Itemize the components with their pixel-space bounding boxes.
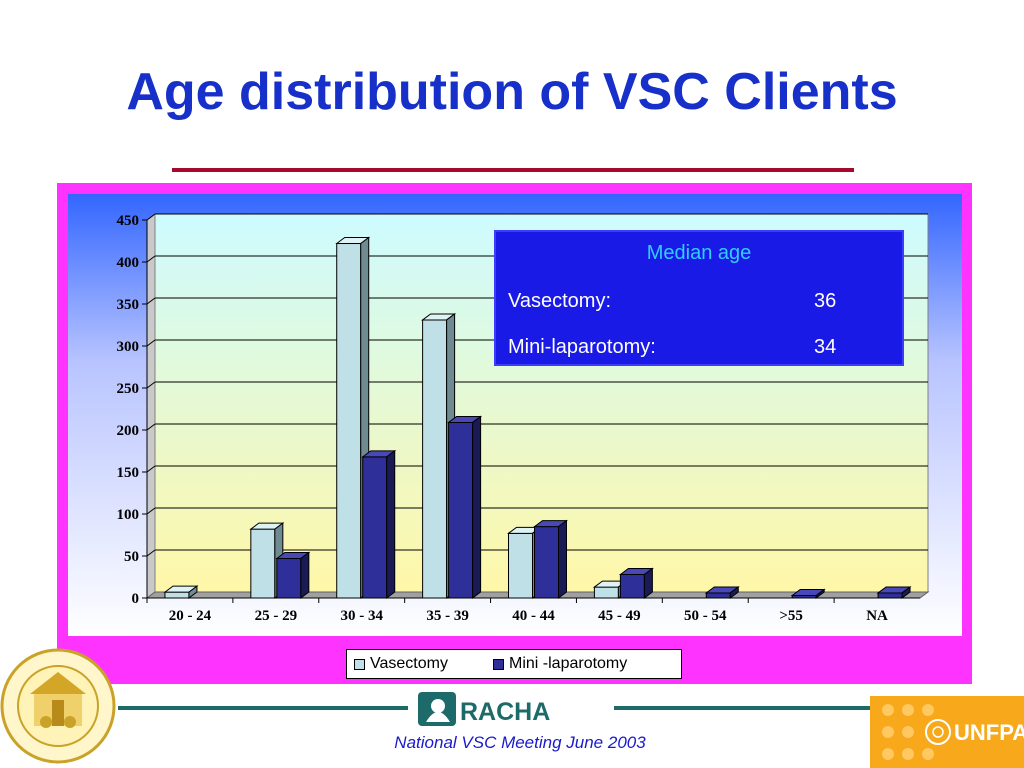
gridline-side xyxy=(146,549,156,557)
median-row-mini-laparotomy: Mini-laparotomy: 34 xyxy=(508,336,894,362)
legend-label: Mini -laparotomy xyxy=(509,655,628,672)
bar-front xyxy=(877,592,903,599)
bar-side xyxy=(300,551,310,599)
unfpa-text: UNFPA xyxy=(954,720,1024,745)
median-label: Vasectomy: xyxy=(508,290,611,312)
median-label: Mini-laparotomy: xyxy=(508,336,656,358)
x-tick-label: 20 - 24 xyxy=(169,608,212,624)
x-tick-label: 45 - 49 xyxy=(598,608,641,624)
bar-side xyxy=(901,585,911,599)
x-tick-label: 25 - 29 xyxy=(255,608,298,624)
y-tick-label: 300 xyxy=(117,339,140,355)
y-tick-label: 50 xyxy=(124,549,139,565)
legend-swatch xyxy=(354,659,365,670)
bar-front xyxy=(593,586,619,599)
seal-logo-icon xyxy=(0,648,116,764)
x-tick-label: 50 - 54 xyxy=(684,608,727,624)
bar-mini-laparotomy xyxy=(876,585,912,599)
gridline-side xyxy=(146,381,156,389)
x-tick-label: 40 - 44 xyxy=(512,608,555,624)
y-tick-label: 450 xyxy=(117,213,140,229)
bar-front xyxy=(250,528,276,599)
bar-mini-laparotomy xyxy=(447,415,483,599)
bar-mini-laparotomy xyxy=(704,585,740,599)
title-rule xyxy=(172,168,854,172)
median-age-box: Median age Vasectomy: 36 Mini-laparotomy… xyxy=(494,230,904,366)
unfpa-logo-icon: UNFPA xyxy=(870,696,1024,768)
racha-logo-icon: RACHA xyxy=(418,692,550,726)
gridline-side xyxy=(146,507,156,515)
bar-front xyxy=(362,456,388,599)
bar-mini-laparotomy xyxy=(275,551,311,599)
plot-side-wall xyxy=(146,213,156,599)
bar-vasectomy xyxy=(163,585,199,599)
bar-front xyxy=(276,558,302,599)
bar-mini-laparotomy xyxy=(533,519,568,599)
bar-front xyxy=(705,592,731,599)
gridline-side xyxy=(146,297,156,305)
bar-side xyxy=(472,415,482,599)
legend-label: Vasectomy xyxy=(370,655,448,672)
y-tick-label: 0 xyxy=(132,591,140,607)
chart-legend: Vasectomy Mini -laparotomy xyxy=(346,649,682,679)
median-row-vasectomy: Vasectomy: 36 xyxy=(508,290,894,316)
bar-side xyxy=(558,519,567,599)
bar-side xyxy=(386,449,396,599)
bar-side xyxy=(729,585,739,599)
y-tick-label: 350 xyxy=(117,297,140,313)
gridline-side xyxy=(146,465,156,473)
y-tick-label: 200 xyxy=(117,423,140,439)
gridline-side xyxy=(146,213,156,221)
gridline-side xyxy=(146,423,156,431)
slide-title: Age distribution of VSC Clients xyxy=(126,63,898,121)
y-tick-label: 250 xyxy=(117,381,140,397)
x-tick-label: 35 - 39 xyxy=(426,608,469,624)
median-value: 36 xyxy=(814,290,837,312)
median-age-title: Median age xyxy=(646,242,752,264)
bar-front xyxy=(422,319,448,599)
y-tick-label: 400 xyxy=(117,255,140,271)
y-tick-label: 150 xyxy=(117,465,140,481)
gridline-side xyxy=(146,255,156,263)
x-tick-label: NA xyxy=(866,608,888,624)
bar-front xyxy=(448,421,474,599)
median-value: 34 xyxy=(814,336,837,358)
x-tick-label: >55 xyxy=(779,608,803,624)
footer-text: National VSC Meeting June 2003 xyxy=(394,733,646,752)
racha-text: RACHA xyxy=(460,698,550,726)
bar-front xyxy=(619,573,645,599)
y-tick-label: 100 xyxy=(117,507,140,523)
footer-line xyxy=(614,706,870,710)
gridline-side xyxy=(146,339,156,347)
bar-front xyxy=(164,591,190,599)
x-tick-label: 30 - 34 xyxy=(340,608,383,624)
bar-mini-laparotomy xyxy=(618,567,654,599)
legend-swatch xyxy=(493,659,504,670)
bar-side xyxy=(643,567,653,599)
bar-side xyxy=(815,588,825,599)
footer-line xyxy=(118,706,408,710)
bar-front xyxy=(534,526,559,599)
bar-mini-laparotomy xyxy=(361,449,397,599)
bar-mini-laparotomy xyxy=(790,588,826,599)
bar-front xyxy=(508,532,533,599)
bar-front xyxy=(336,243,362,599)
bar-side xyxy=(188,585,198,599)
